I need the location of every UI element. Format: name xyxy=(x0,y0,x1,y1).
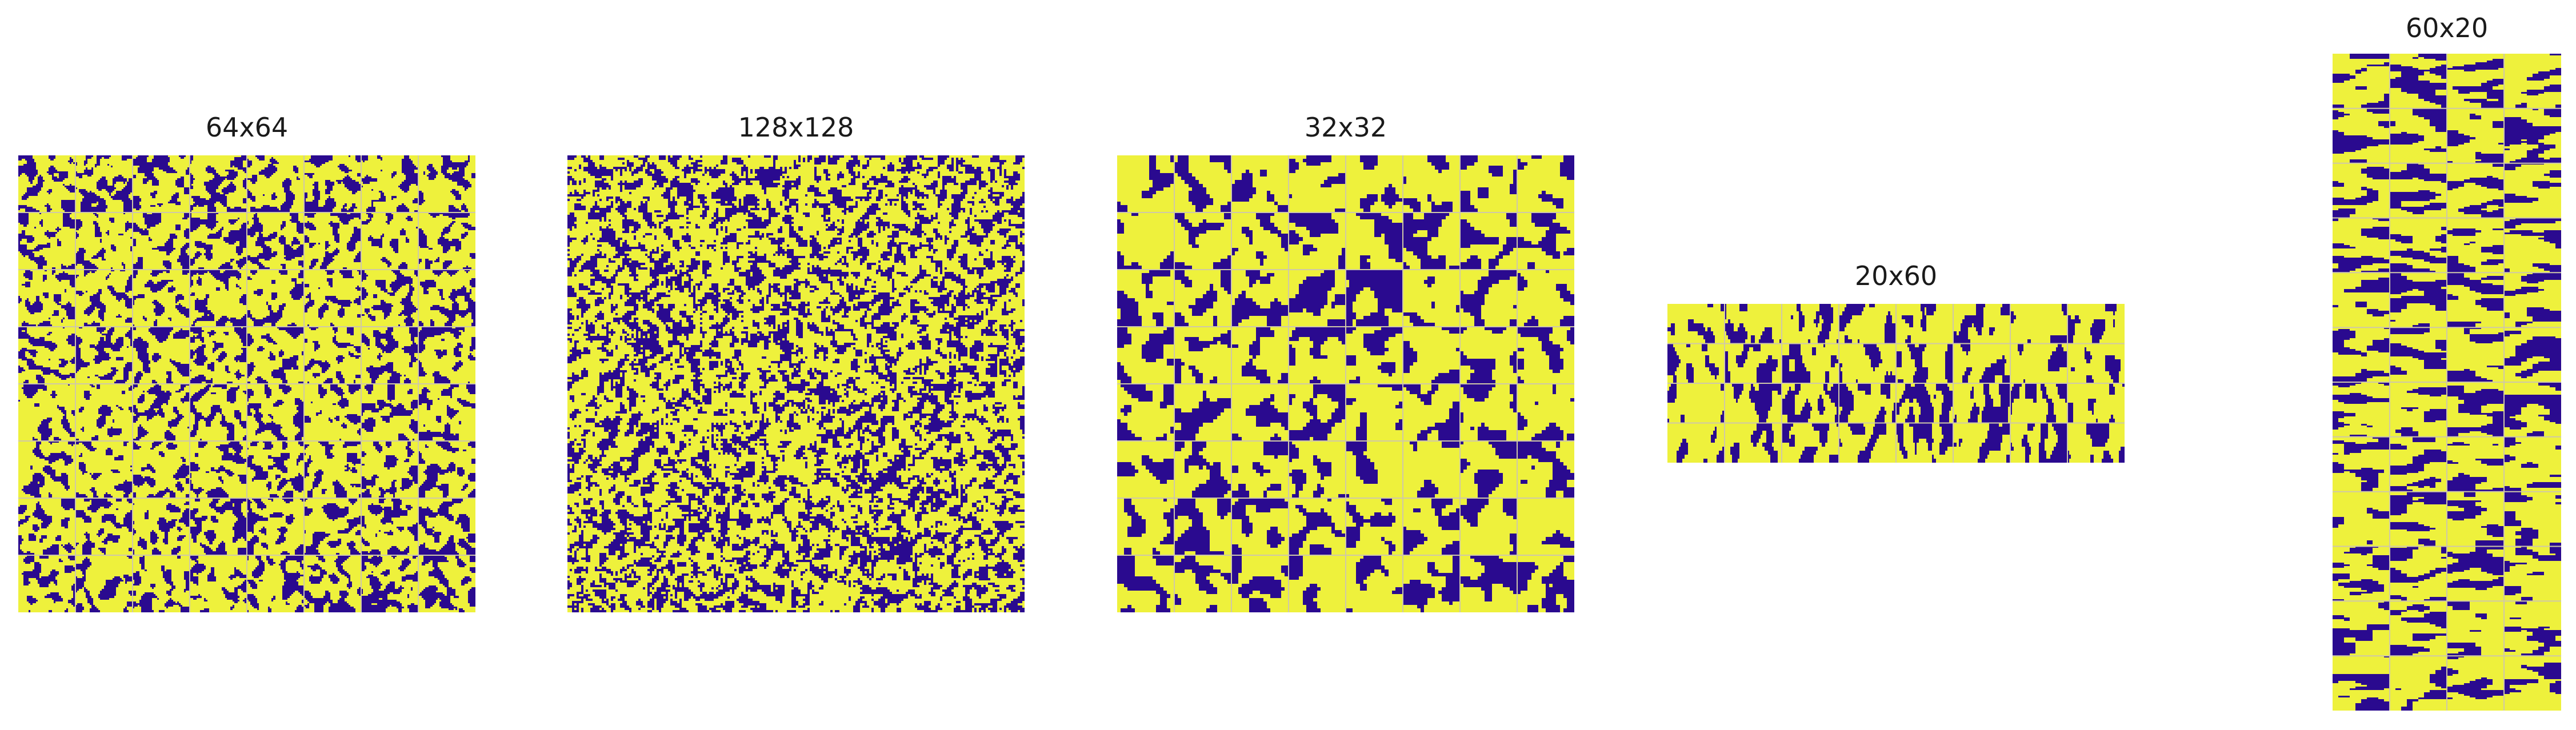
lattice-image-32x32 xyxy=(1117,155,1574,612)
lattice-image-60x20 xyxy=(2333,54,2561,711)
lattice-image-20x60 xyxy=(1667,304,2125,463)
panel-title: 20x60 xyxy=(1854,260,1938,291)
panel-60x20: 60x20 xyxy=(2333,9,2561,717)
lattice-image-64x64 xyxy=(18,155,475,612)
panel-title: 64x64 xyxy=(205,112,289,143)
lattice-image-128x128 xyxy=(567,155,1025,612)
panel-64x64: 64x64 xyxy=(18,109,475,612)
panel-32x32: 32x32 xyxy=(1117,109,1574,612)
panel-128x128: 128x128 xyxy=(567,109,1025,612)
panel-20x60: 20x60 xyxy=(1667,257,2125,464)
panel-title: 128x128 xyxy=(738,112,854,143)
panel-title: 60x20 xyxy=(2405,13,2489,43)
panel-title: 32x32 xyxy=(1304,112,1387,143)
